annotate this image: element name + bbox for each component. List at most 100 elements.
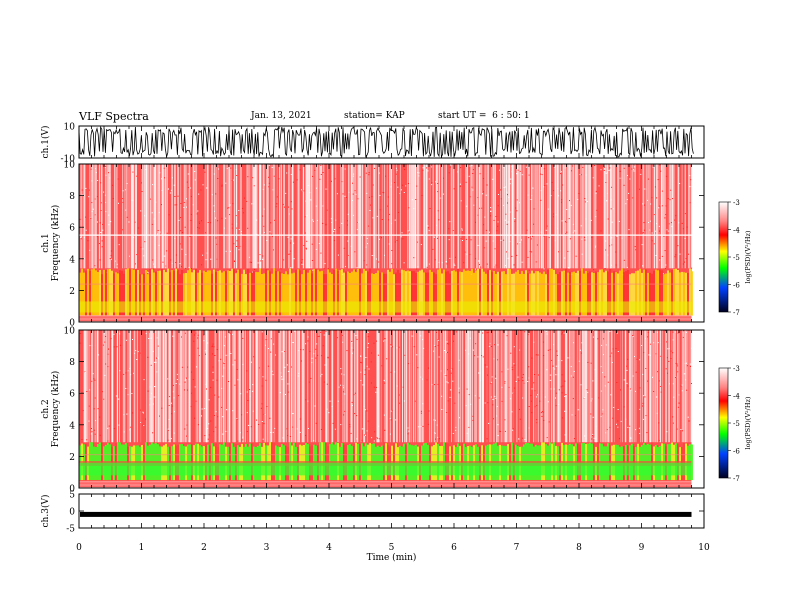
ch1-spec-streak bbox=[84, 164, 86, 269]
ch1-spec-band bbox=[671, 270, 673, 316]
ch1-spec-band bbox=[537, 271, 539, 316]
ch2-spec-noise bbox=[360, 371, 362, 373]
ch2-spec-noise bbox=[187, 366, 189, 368]
ch2-spec-streak bbox=[105, 330, 108, 443]
ch2-spec-noise bbox=[632, 375, 634, 377]
ch2-spec-noise bbox=[237, 440, 239, 442]
ch1-spec-streak bbox=[308, 164, 309, 269]
ch1-spec-streak bbox=[152, 164, 154, 269]
ch1-spec-noise bbox=[639, 188, 640, 190]
ch2-spec-noise bbox=[94, 433, 96, 435]
ch1-spec-band bbox=[229, 271, 231, 316]
ch2-spec-streak bbox=[433, 330, 435, 443]
ch1-spec-noise bbox=[472, 189, 474, 191]
ch2-spec-noise bbox=[518, 438, 520, 440]
ch1-spec-noise bbox=[381, 219, 383, 220]
ch1-spec-noise bbox=[546, 183, 548, 185]
ch2-spec-noise bbox=[266, 406, 268, 407]
ch1-spec-noise bbox=[135, 263, 136, 265]
ch2-spec-noise bbox=[629, 388, 631, 390]
ch2-spec-ytick-label: 10 bbox=[64, 327, 76, 337]
ch1-spec-noise bbox=[457, 171, 459, 173]
ch2-spec-noise bbox=[592, 380, 594, 382]
ch1-spec-noise bbox=[151, 212, 153, 214]
ch2-spec-noise bbox=[437, 345, 439, 346]
ch1-spec-noise bbox=[159, 231, 161, 233]
ch2-spec-streak bbox=[161, 330, 163, 443]
ch2-spec-noise bbox=[213, 415, 215, 416]
ch1-spec-noise bbox=[436, 224, 438, 226]
ch1-spec-band bbox=[317, 269, 319, 316]
ch2-spec-streak bbox=[156, 330, 158, 443]
ch1-spec-streak bbox=[131, 164, 133, 269]
ch1-spec-band bbox=[413, 271, 415, 316]
ch2-spec-noise bbox=[331, 406, 333, 407]
ch2-spec-noise bbox=[236, 369, 238, 370]
ch2-spec-noise bbox=[555, 392, 557, 394]
ch1-colorbar-tick-label: -5 bbox=[733, 254, 740, 262]
ch2-spec-noise bbox=[454, 402, 456, 404]
ch1-spec-noise bbox=[178, 219, 180, 221]
ch2-spec-noise bbox=[186, 424, 188, 426]
ch1-spec-noise bbox=[548, 237, 550, 239]
ch3-wave-ytick-label: 5 bbox=[69, 491, 75, 501]
ch2-spec-streak bbox=[169, 330, 170, 443]
ch1-spec-noise bbox=[527, 194, 529, 196]
ch2-spec-noise bbox=[583, 397, 585, 399]
ch2-spec-noise bbox=[204, 350, 206, 352]
ch1-spec-noise bbox=[286, 172, 288, 174]
ch1-spec-ytick-label: 0 bbox=[69, 319, 75, 329]
ch2-spec-streak bbox=[524, 330, 526, 443]
ch1-spec-noise bbox=[96, 236, 98, 238]
ch1-spec-noise bbox=[375, 258, 377, 260]
ch1-spec-streak bbox=[667, 164, 669, 269]
ch1-spec-band bbox=[95, 270, 97, 316]
ch1-spec-band bbox=[219, 270, 221, 316]
ch2-spec-noise bbox=[249, 389, 251, 390]
ch2-spec-streak bbox=[174, 330, 176, 443]
ch2-spec-noise bbox=[656, 331, 658, 333]
ch1-spec-ytick-label: 8 bbox=[69, 192, 75, 202]
ch1-spec-streak bbox=[433, 164, 434, 269]
ch1-spec-noise bbox=[268, 164, 270, 166]
ch2-spec-noise bbox=[487, 402, 489, 404]
ch1-spec-streak bbox=[661, 164, 663, 269]
ch1-spec-streak bbox=[523, 164, 524, 269]
ch2-spec-streak bbox=[509, 330, 511, 443]
ch1-spec-noise bbox=[291, 208, 293, 210]
ch2-spec-noise bbox=[536, 396, 538, 398]
ch2-spec-streak bbox=[357, 330, 359, 443]
ch2-spec-noise bbox=[635, 371, 637, 373]
ch2-spec-noise bbox=[89, 345, 91, 347]
ch1-spec-noise bbox=[475, 268, 476, 270]
ch2-spec-noise bbox=[449, 389, 451, 391]
ch1-spec-noise bbox=[346, 196, 348, 198]
ch1-spec-noise bbox=[246, 200, 248, 202]
ch1-spec-noise bbox=[407, 183, 409, 184]
ch1-spec-band bbox=[497, 271, 499, 316]
ch1-spec-band bbox=[299, 270, 301, 316]
ch2-spec-noise bbox=[623, 379, 625, 381]
ch2-spec-noise bbox=[118, 424, 120, 426]
ch2-spec-noise bbox=[228, 381, 229, 382]
ch2-spec-streak bbox=[683, 330, 685, 443]
ch1-spec-band bbox=[675, 268, 677, 316]
x-tick-label: 4 bbox=[326, 543, 332, 553]
ch1-spec-noise bbox=[461, 228, 463, 230]
ch2-spec-streak bbox=[252, 330, 254, 443]
ch1-spec-streak bbox=[502, 164, 504, 269]
ch2-spec-noise bbox=[287, 383, 289, 385]
ch2-spec-noise bbox=[420, 410, 422, 412]
ch1-spec-band bbox=[257, 272, 259, 316]
ch1-spec-noise bbox=[109, 258, 111, 260]
ch2-spec-streak bbox=[393, 330, 395, 443]
ch1-spec-noise bbox=[455, 256, 456, 258]
ch2-spec-noise bbox=[246, 370, 248, 372]
ch1-spec-noise bbox=[391, 182, 392, 184]
ch1-spec-noise bbox=[350, 245, 352, 247]
ch1-spec-noise bbox=[108, 172, 109, 174]
ch2-spec-streak bbox=[654, 330, 656, 443]
ch1-spec-noise bbox=[94, 214, 96, 216]
ch1-spec-noise bbox=[200, 189, 202, 191]
ch2-spec-ytick-label: 6 bbox=[69, 390, 75, 400]
